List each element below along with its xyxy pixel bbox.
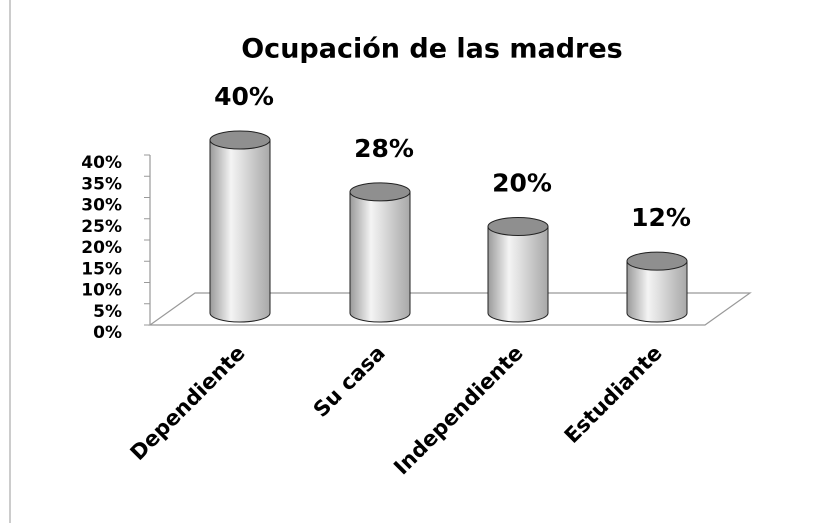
- y-tick-label: 0%: [93, 323, 122, 343]
- y-tick-label: 20%: [81, 238, 122, 258]
- value-label: 12%: [631, 203, 691, 232]
- cylinder-body: [626, 260, 688, 323]
- bar: [349, 182, 411, 323]
- x-tick-label: Independiente: [389, 341, 528, 480]
- y-tick-label: 15%: [81, 259, 122, 279]
- x-tick-label: Estudiante: [560, 341, 667, 448]
- value-label: 28%: [354, 134, 414, 163]
- y-tick-label: 35%: [81, 174, 122, 194]
- y-tick-label: 5%: [93, 302, 122, 322]
- cylinder-top: [209, 130, 271, 150]
- bar: [626, 251, 688, 323]
- bar: [209, 130, 271, 323]
- x-tick-label: Dependiente: [126, 341, 250, 465]
- cylinder-top: [349, 182, 411, 202]
- cylinder-body: [209, 139, 271, 323]
- y-tick-label: 30%: [81, 196, 122, 216]
- chart-title: Ocupación de las madres: [241, 34, 623, 65]
- bar: [487, 217, 549, 323]
- cylinder-top: [626, 251, 688, 271]
- cylinder-top: [487, 217, 549, 236]
- y-tick-label: 25%: [81, 217, 122, 237]
- x-tick-label: Su casa: [309, 341, 390, 422]
- value-label: 40%: [214, 82, 274, 111]
- value-label: 20%: [492, 169, 552, 198]
- y-tick-label: 40%: [81, 153, 122, 173]
- floor: [148, 292, 752, 326]
- y-tick-label: 10%: [81, 281, 122, 301]
- cylinder-body: [487, 226, 549, 323]
- cylinder-body: [349, 191, 411, 323]
